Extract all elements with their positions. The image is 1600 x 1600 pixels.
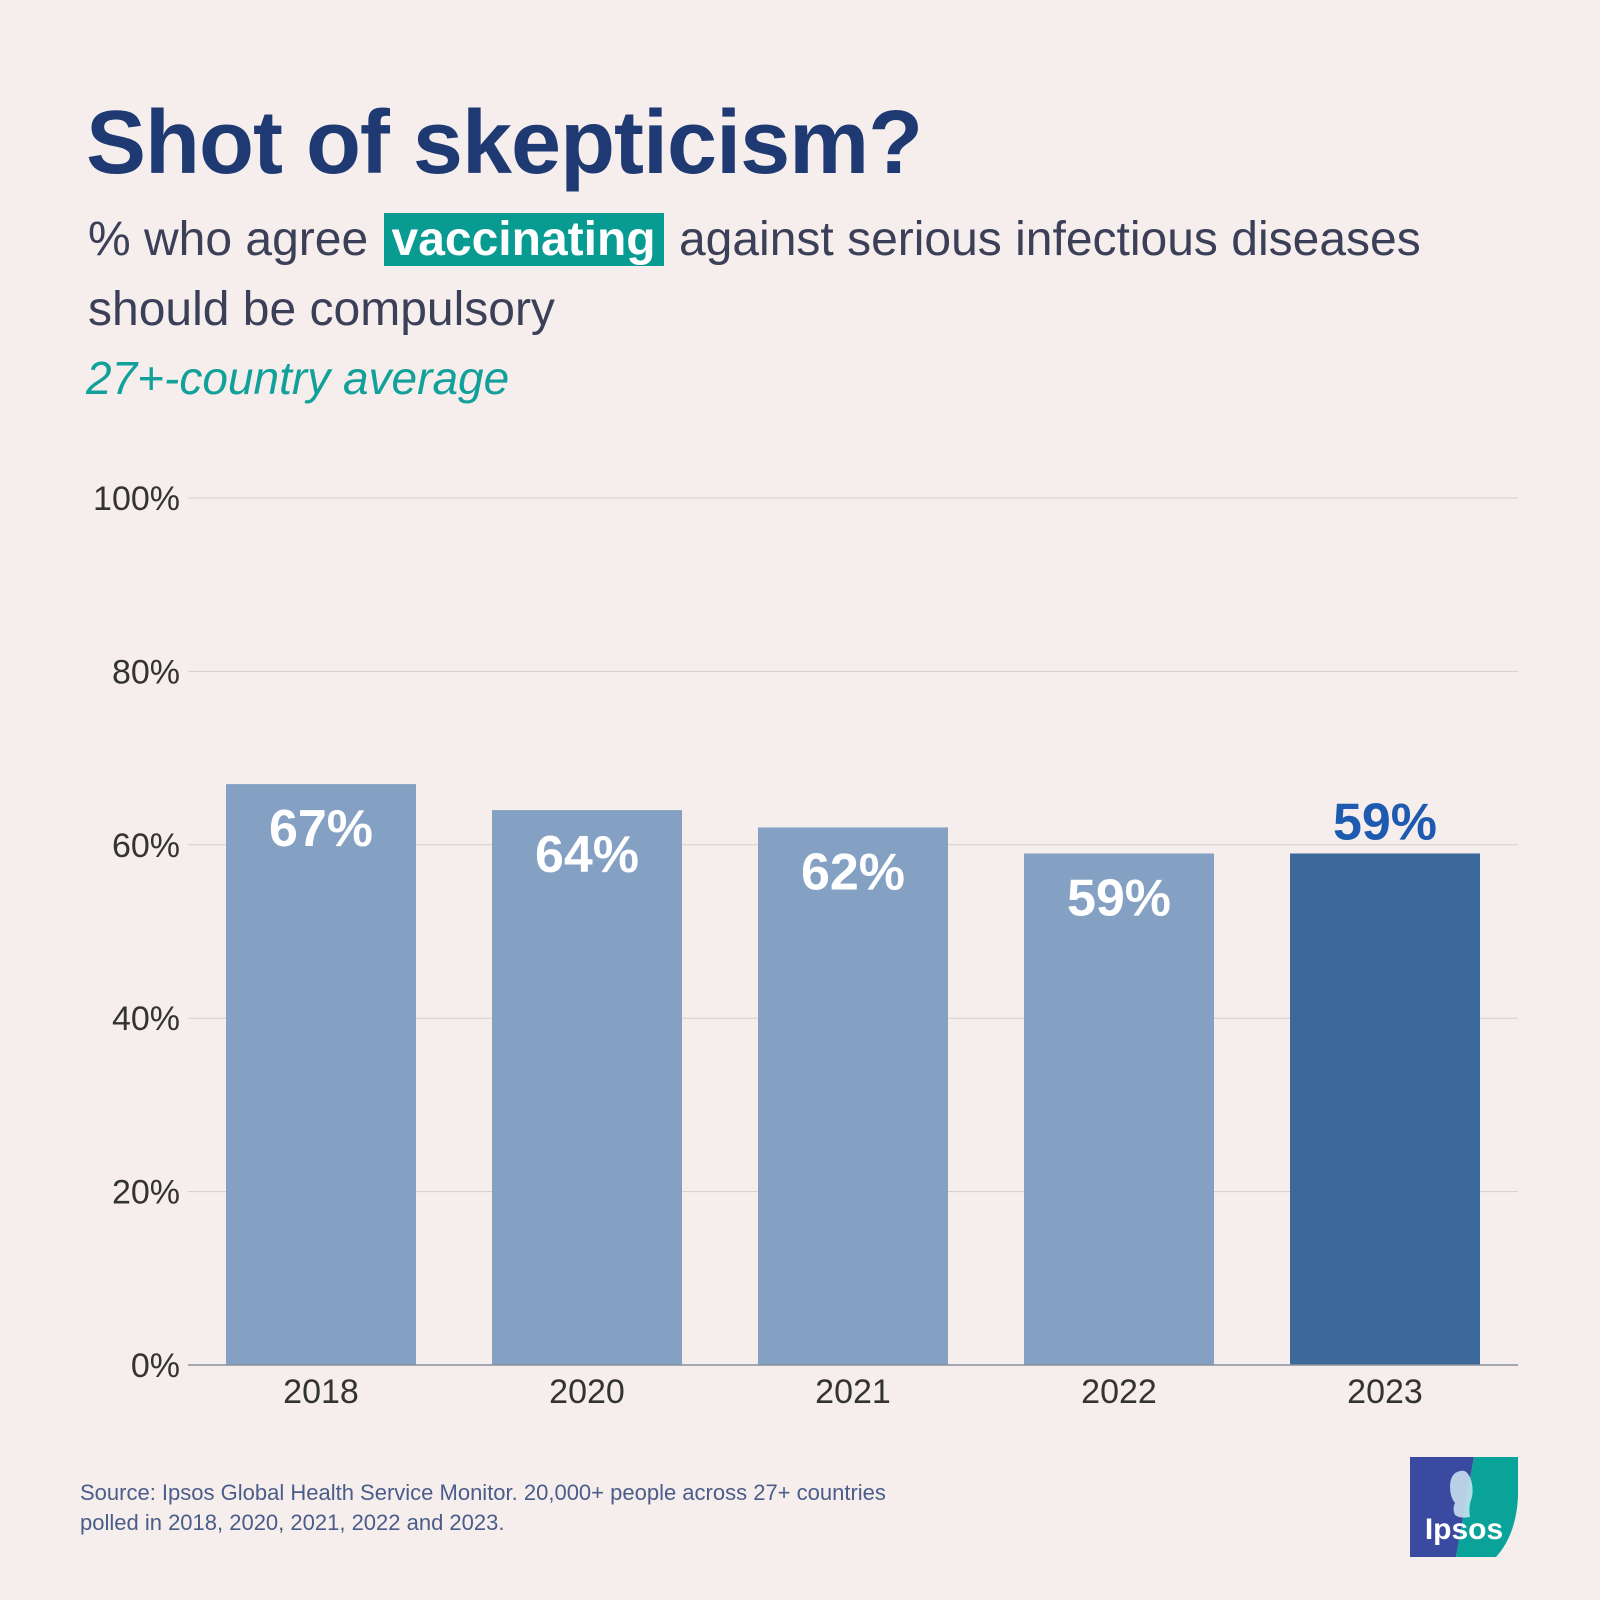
bar-2018 xyxy=(226,784,416,1365)
y-tick-label: 20% xyxy=(112,1174,180,1212)
source-line-1: Source: Ipsos Global Health Service Moni… xyxy=(80,1480,886,1505)
y-tick-label: 60% xyxy=(112,827,180,865)
data-label-2018: 67% xyxy=(269,800,373,858)
data-label-2021: 62% xyxy=(801,843,905,901)
bar-2020 xyxy=(492,810,682,1365)
x-tick-label: 2022 xyxy=(1081,1373,1157,1411)
chart-note: 27+-country average xyxy=(86,352,510,404)
logo-head-silhouette xyxy=(1450,1470,1473,1518)
x-tick-label: 2021 xyxy=(815,1373,891,1411)
x-tick-label: 2018 xyxy=(283,1373,359,1411)
y-tick-label: 0% xyxy=(131,1347,180,1385)
logo-text: Ipsos xyxy=(1425,1513,1503,1546)
subtitle-prefix: % who agree xyxy=(88,213,369,266)
subtitle-suffix: against serious infectious diseases shou… xyxy=(88,213,1421,336)
bar-2023 xyxy=(1290,853,1480,1365)
subtitle-highlight: vaccinating xyxy=(383,213,664,266)
data-label-2022: 59% xyxy=(1067,869,1171,927)
bar-2021 xyxy=(758,827,948,1365)
y-tick-label: 40% xyxy=(112,1000,180,1038)
data-label-2023: 59% xyxy=(1333,793,1437,851)
x-tick-label: 2020 xyxy=(549,1373,625,1411)
source-line-2: polled in 2018, 2020, 2021, 2022 and 202… xyxy=(80,1510,505,1535)
chart-title: Shot of skepticism? xyxy=(86,93,923,193)
y-tick-label: 80% xyxy=(112,653,180,691)
x-tick-label: 2023 xyxy=(1347,1373,1423,1411)
source-note: Source: Ipsos Global Health Service Moni… xyxy=(80,1478,980,1538)
y-tick-label: 100% xyxy=(93,480,180,518)
ipsos-logo: Ipsos xyxy=(1410,1457,1518,1557)
bar-2022 xyxy=(1024,853,1214,1365)
chart-subtitle: % who agree vaccinating against serious … xyxy=(88,205,1528,345)
data-label-2020: 64% xyxy=(535,826,639,884)
